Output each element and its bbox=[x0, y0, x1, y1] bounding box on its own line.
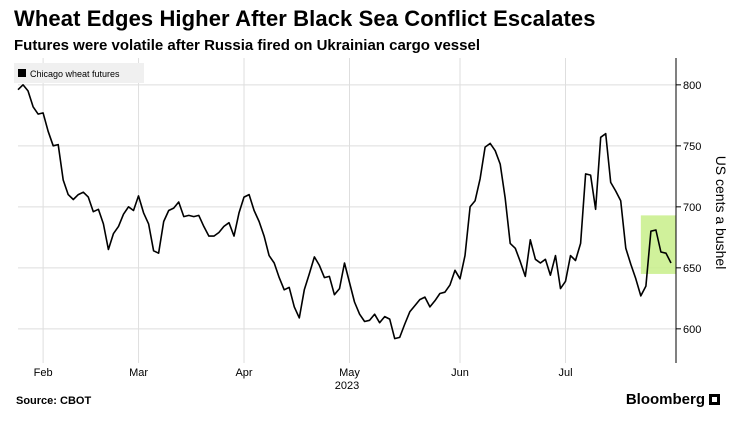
x-axis-year-label: 2023 bbox=[335, 380, 359, 392]
legend: Chicago wheat futures bbox=[14, 63, 144, 83]
source-label: Source: CBOT bbox=[16, 395, 92, 407]
legend-swatch bbox=[18, 69, 26, 77]
x-tick-label-3: May bbox=[339, 367, 360, 379]
legend-background bbox=[14, 63, 144, 83]
y-axis-title: US cents a bushel bbox=[713, 156, 729, 270]
y-tick-label-3: 750 bbox=[683, 141, 701, 153]
grid-lines bbox=[18, 58, 676, 363]
legend-label: Chicago wheat futures bbox=[30, 69, 120, 79]
y-tick-label-1: 650 bbox=[683, 263, 701, 275]
bloomberg-logo: Bloomberg bbox=[626, 391, 720, 408]
x-tick-label-5: Jul bbox=[558, 367, 572, 379]
x-tick-label-1: Mar bbox=[129, 367, 148, 379]
chart-subtitle: Futures were volatile after Russia fired… bbox=[14, 37, 481, 54]
y-tick-label-0: 600 bbox=[683, 324, 701, 336]
x-axis-ticks: Feb Mar Apr May Jun Jul bbox=[34, 367, 573, 379]
y-tick-label-4: 800 bbox=[683, 80, 701, 92]
chart-title: Wheat Edges Higher After Black Sea Confl… bbox=[14, 6, 596, 31]
bloomberg-terminal-icon bbox=[709, 394, 720, 405]
x-tick-label-0: Feb bbox=[34, 367, 53, 379]
y-axis-ticks: 600 650 700 750 800 bbox=[676, 80, 701, 336]
brand-label: Bloomberg bbox=[625, 391, 705, 408]
series-line bbox=[17, 84, 672, 340]
x-tick-label-2: Apr bbox=[235, 367, 252, 379]
x-tick-label-4: Jun bbox=[451, 367, 469, 379]
y-tick-label-2: 700 bbox=[683, 202, 701, 214]
